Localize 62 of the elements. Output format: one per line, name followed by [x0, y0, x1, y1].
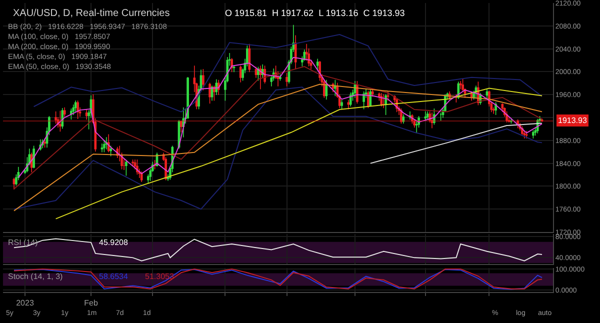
candlestick [110, 146, 112, 156]
candlestick [103, 140, 106, 152]
candlestick [349, 92, 352, 106]
x-tick-label: 2023 [16, 298, 34, 308]
annotation: 45.9208 [99, 238, 128, 247]
candlestick [455, 94, 458, 102]
candlestick [44, 138, 46, 148]
line-series [370, 122, 542, 164]
candlestick [182, 107, 185, 138]
candlestick [61, 108, 64, 129]
candlestick [430, 112, 434, 128]
candlestick [12, 178, 16, 190]
candlestick [294, 35, 297, 70]
candlestick [239, 66, 242, 82]
candlestick [59, 110, 62, 132]
candlestick [232, 66, 236, 72]
text: XAU/USD, D, Real-time Currencies [13, 8, 170, 19]
candlestick [402, 114, 405, 124]
candlestick [325, 80, 328, 100]
candlestick [63, 107, 66, 117]
candlestick [347, 100, 350, 110]
candlestick [308, 48, 310, 66]
candlestick [254, 66, 258, 78]
candlestick [369, 90, 372, 106]
ref-line-label: 1913.93 [558, 116, 588, 125]
candlestick [32, 146, 35, 168]
candlestick [386, 91, 390, 101]
candlestick [384, 94, 387, 116]
candlestick [532, 130, 534, 139]
candlestick [125, 160, 128, 176]
candlestick [340, 100, 343, 110]
candlestick [215, 79, 218, 95]
annotation: 51.3053 [145, 272, 174, 281]
candlestick [202, 69, 204, 90]
annotation: 58.6534 [99, 272, 128, 281]
candlestick [208, 82, 211, 104]
candlestick [85, 109, 88, 120]
candlestick [74, 100, 77, 112]
candlestick [424, 111, 427, 121]
candlestick [362, 91, 365, 110]
candlestick [525, 130, 528, 139]
candlestick [259, 66, 262, 90]
candlestick [510, 118, 512, 124]
annotation: Stoch (14, 1, 3) [8, 272, 64, 281]
x-tick-label: Feb [84, 298, 98, 308]
candlestick [382, 94, 385, 108]
candlestick [371, 88, 374, 97]
candlestick [540, 118, 544, 122]
candlestick [100, 143, 104, 152]
candlestick [426, 111, 429, 120]
candlestick [523, 130, 526, 139]
candlestick [140, 171, 143, 182]
candlestick [316, 58, 319, 70]
candlestick [248, 44, 251, 72]
candlestick [286, 73, 288, 86]
candlestick [76, 100, 79, 120]
text: O 1915.81 H 1917.62 L 1913.16 C 1913.93 [225, 8, 405, 18]
candlestick [486, 88, 488, 100]
candlestick [459, 81, 462, 90]
candlestick [54, 111, 57, 124]
candlestick [72, 104, 75, 116]
candlestick [354, 81, 356, 98]
